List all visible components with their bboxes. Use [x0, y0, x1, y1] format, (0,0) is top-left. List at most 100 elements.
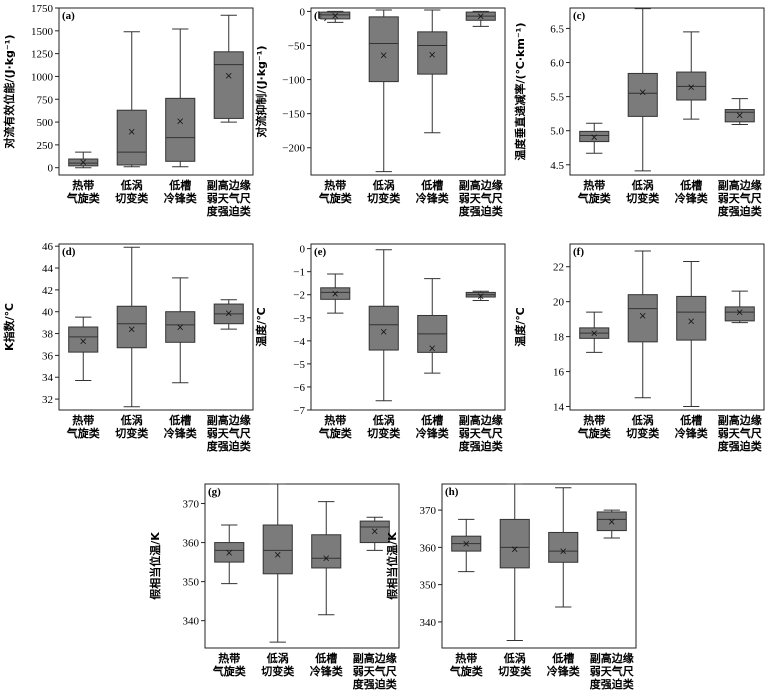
- category-label-line: 热带: [72, 178, 94, 192]
- category-label: 副高边缘弱天气尺度强迫类: [207, 178, 252, 218]
- iqr-box: [116, 305, 147, 349]
- iqr-box: [579, 130, 610, 143]
- category-label-line: 度强迫类: [353, 677, 398, 691]
- box-plot-item: ×: [596, 509, 627, 539]
- y-tick-label: 0: [48, 163, 54, 175]
- box-plot-item: ×: [465, 10, 496, 27]
- category-label-line: 气旋类: [318, 426, 353, 440]
- y-tick-label: 500: [37, 117, 54, 129]
- mean-marker: ×: [639, 87, 647, 98]
- category-label-line: 热带: [324, 413, 346, 427]
- chart-panel: (d) 32 34 36 38 40 42 44 46 K指数/℃ × 热带气旋类 × 低涡切变类 × 低槽冷…: [2, 241, 254, 453]
- category-label: 低槽冷锋类: [547, 651, 581, 678]
- category-label: 副高边缘弱天气尺度强迫类: [590, 651, 635, 691]
- mean-marker: ×: [428, 343, 436, 354]
- mean-marker: ×: [608, 517, 616, 528]
- y-tick-label: 40: [42, 307, 54, 319]
- category-label: 热带气旋类: [212, 651, 247, 678]
- category-label-line: 弱天气尺: [207, 191, 251, 205]
- category-label-line: 低槽: [420, 178, 443, 192]
- category-label: 低涡切变类: [115, 178, 149, 205]
- chart-panel: (h) 340 350 360 370 假相当位温/K × 热带气旋类 × 低涡切变类 × 低槽冷锋类…: [385, 483, 637, 691]
- mean-marker: ×: [736, 308, 744, 319]
- mean-marker: ×: [380, 51, 388, 62]
- category-label-line: 低涡: [120, 413, 143, 427]
- mean-marker: ×: [225, 308, 233, 319]
- box-plot-item: ×: [214, 524, 245, 585]
- y-tick-label: 22: [553, 262, 564, 274]
- category-label-line: 冷锋类: [416, 426, 450, 440]
- category-label-line: 弱天气尺: [459, 426, 503, 440]
- category-label: 低涡切变类: [626, 413, 660, 440]
- category-label-line: 切变类: [626, 426, 660, 440]
- plot-frame: [569, 243, 765, 411]
- iqr-box: [165, 97, 196, 162]
- category-label-line: 低槽: [168, 178, 191, 192]
- y-tick-label: 360: [420, 542, 437, 554]
- category-label-line: 弱天气尺: [718, 191, 762, 205]
- category-label-line: 冷锋类: [675, 191, 709, 205]
- category-label: 低槽冷锋类: [416, 178, 450, 205]
- box-plot-item: ×: [320, 10, 351, 23]
- chart-panel: (e) 0 −1 −2 −3 −4 −5 −6 −7 温度/℃ × 热带气旋类 × 低涡切变类 × 低槽冷锋类…: [254, 243, 506, 453]
- category-label: 低槽冷锋类: [675, 178, 709, 205]
- iqr-box: [368, 16, 399, 83]
- box-plot-item: ×: [213, 299, 244, 330]
- iqr-box: [262, 524, 293, 575]
- y-tick-label: 14: [553, 402, 565, 414]
- chart-panel: (g) 340 350 360 370 假相当位温/K × 热带气旋类 × 低涡切变类 × 低槽冷锋类…: [148, 483, 400, 691]
- y-tick-label: 1250: [31, 49, 54, 61]
- category-label: 低涡切变类: [367, 178, 401, 205]
- category-label: 热带气旋类: [577, 178, 612, 205]
- iqr-box: [116, 109, 147, 166]
- mean-marker: ×: [322, 554, 330, 565]
- y-tick-label: −100: [282, 75, 305, 87]
- category-label-line: 度强迫类: [459, 204, 504, 218]
- category-label-line: 低涡: [266, 651, 289, 665]
- box-plot-item: ×: [499, 483, 530, 642]
- category-label-line: 冷锋类: [547, 664, 581, 678]
- box-plot-item: ×: [724, 98, 755, 126]
- y-axis-label: 对流抑制/(J·kg⁻¹): [254, 45, 268, 137]
- mean-marker: ×: [79, 337, 87, 348]
- category-label: 低涡切变类: [261, 651, 295, 678]
- box-plot-item: ×: [68, 151, 99, 169]
- y-axis-label: 假相当位温/K: [385, 532, 399, 600]
- y-tick-label: −200: [282, 143, 305, 155]
- plot-frame: [441, 483, 637, 649]
- category-label-line: 切变类: [367, 191, 401, 205]
- iqr-box: [320, 287, 351, 300]
- category-label: 低涡切变类: [115, 413, 149, 440]
- category-label: 副高边缘弱天气尺度强迫类: [207, 413, 252, 453]
- y-tick-label: 36: [42, 350, 54, 362]
- category-label: 低涡切变类: [498, 651, 532, 678]
- category-label: 热带气旋类: [318, 178, 353, 205]
- mean-marker: ×: [477, 291, 485, 302]
- category-label: 热带气旋类: [449, 651, 484, 678]
- box-plot-item: ×: [320, 273, 351, 314]
- iqr-box: [320, 11, 351, 20]
- y-tick-label: 340: [183, 616, 200, 628]
- box-plot-item: ×: [417, 9, 448, 134]
- category-label-line: 度强迫类: [459, 439, 504, 453]
- mean-marker: ×: [274, 550, 282, 561]
- mean-marker: ×: [225, 548, 233, 559]
- category-label-line: 切变类: [367, 426, 401, 440]
- category-label-line: 切变类: [498, 664, 532, 678]
- iqr-box: [417, 31, 448, 75]
- category-label-line: 低涡: [372, 413, 395, 427]
- box-plot-item: ×: [311, 501, 342, 616]
- mean-marker: ×: [176, 323, 184, 334]
- category-label: 热带气旋类: [66, 178, 101, 205]
- category-label-line: 弱天气尺: [459, 191, 503, 205]
- box-plot-item: ×: [627, 8, 658, 172]
- mean-marker: ×: [176, 117, 184, 128]
- box-plot-item: ×: [359, 516, 390, 551]
- iqr-box: [627, 294, 658, 343]
- plot-frame: [58, 243, 254, 411]
- box-plot-item: ×: [548, 487, 579, 608]
- category-label-line: 副高边缘: [459, 178, 503, 192]
- category-label-line: 度强迫类: [718, 439, 763, 453]
- y-tick-label: 44: [42, 263, 54, 275]
